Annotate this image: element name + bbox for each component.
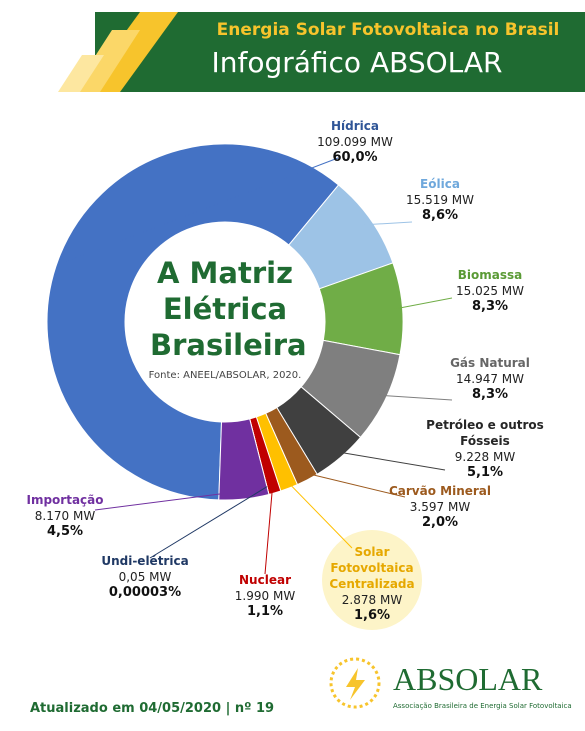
slice-label: Hídrica 109.099 MW 60,0% — [300, 118, 410, 166]
percent-label: 8,3% — [471, 299, 509, 314]
slice-label: Carvão Mineral 3.597 MW 2,0% — [380, 483, 500, 531]
capacity-label: 8.170 MW — [34, 509, 96, 523]
leader-line — [394, 297, 453, 310]
percent-label: 1,1% — [246, 604, 284, 619]
update-note: Atualizado em 04/05/2020 | nº 19 — [30, 701, 274, 716]
leader-line — [303, 472, 406, 498]
category-name: Gás Natural — [450, 356, 530, 370]
highlight — [322, 530, 422, 630]
leader-line — [94, 490, 244, 511]
source: Fonte: ANEEL/ABSOLAR, 2020. — [148, 370, 302, 381]
percent-label: 5,1% — [466, 465, 504, 480]
category-name: Undi-elétrica — [101, 554, 189, 568]
percent-label: 1,6% — [353, 608, 391, 623]
capacity-label: 3.597 MW — [409, 500, 471, 514]
logo-sun — [329, 657, 381, 709]
leader-line — [149, 486, 268, 559]
category-name: Eólica — [420, 177, 460, 191]
header-subtitle: Infográfico ABSOLAR — [211, 46, 502, 79]
chart-title: A Matriz Elétrica Brasileira — [150, 256, 307, 362]
category-name: Petróleo e outros Fósseis — [426, 418, 544, 448]
category-name: Hídrica — [331, 119, 379, 133]
capacity-label: 15.519 MW — [405, 193, 475, 207]
category-name: Nuclear — [239, 573, 291, 587]
logo-tagline: Associação Brasileira de Energia Solar F… — [393, 702, 572, 710]
percent-label: 4,5% — [46, 524, 84, 539]
leader-line — [378, 394, 453, 401]
header-band — [95, 12, 585, 92]
leader-line — [65, 157, 339, 263]
leader-line — [364, 221, 413, 226]
capacity-label: 109.099 MW — [317, 135, 393, 149]
slice-label: Importação 8.170 MW 4,5% — [20, 492, 110, 540]
category-name: Carvão Mineral — [388, 484, 492, 498]
slice-label: Eólica 15.519 MW 8,6% — [380, 176, 500, 224]
percent-label: 2,0% — [421, 515, 459, 530]
capacity-label: 2.878 MW — [341, 593, 403, 607]
logo-name: ABSOLAR — [393, 661, 543, 697]
slice — [46, 143, 340, 501]
category-name: Solar Fotovoltaica Centralizada — [329, 545, 415, 591]
logo-bolt — [346, 668, 365, 700]
capacity-label: 9.228 MW — [454, 450, 516, 464]
category-name: Biomassa — [457, 268, 523, 282]
category-name: Importação — [26, 493, 104, 507]
leader-line — [335, 450, 446, 471]
capacity-label: 15.025 MW — [455, 284, 525, 298]
capacity-label: 0,05 MW — [118, 570, 172, 584]
percent-label: 8,3% — [471, 387, 509, 402]
percent-label: 0,00003% — [108, 585, 182, 600]
slice-label: Biomassa 15.025 MW 8,3% — [430, 267, 550, 315]
header-title: Energia Solar Fotovoltaica no Brasil — [217, 20, 560, 40]
leader-line — [285, 480, 353, 549]
slice-label: Solar Fotovoltaica Centralizada 2.878 MW 1… — [322, 544, 422, 624]
percent-label: 60,0% — [332, 150, 378, 165]
slice-label: Undi-elétrica 0,05 MW 0,00003% — [90, 553, 200, 601]
stripe — [58, 55, 104, 92]
slice-label: Petróleo e outros Fósseis 9.228 MW 5,1% — [420, 417, 550, 481]
leader-line — [264, 485, 274, 575]
capacity-label: 1.990 MW — [234, 589, 296, 603]
slice-label: Gás Natural 14.947 MW 8,3% — [430, 355, 550, 403]
capacity-label: 14.947 MW — [455, 372, 525, 386]
slice — [218, 418, 270, 501]
percent-label: 8,6% — [421, 208, 459, 223]
slice-label: Nuclear 1.990 MW 1,1% — [215, 572, 315, 620]
